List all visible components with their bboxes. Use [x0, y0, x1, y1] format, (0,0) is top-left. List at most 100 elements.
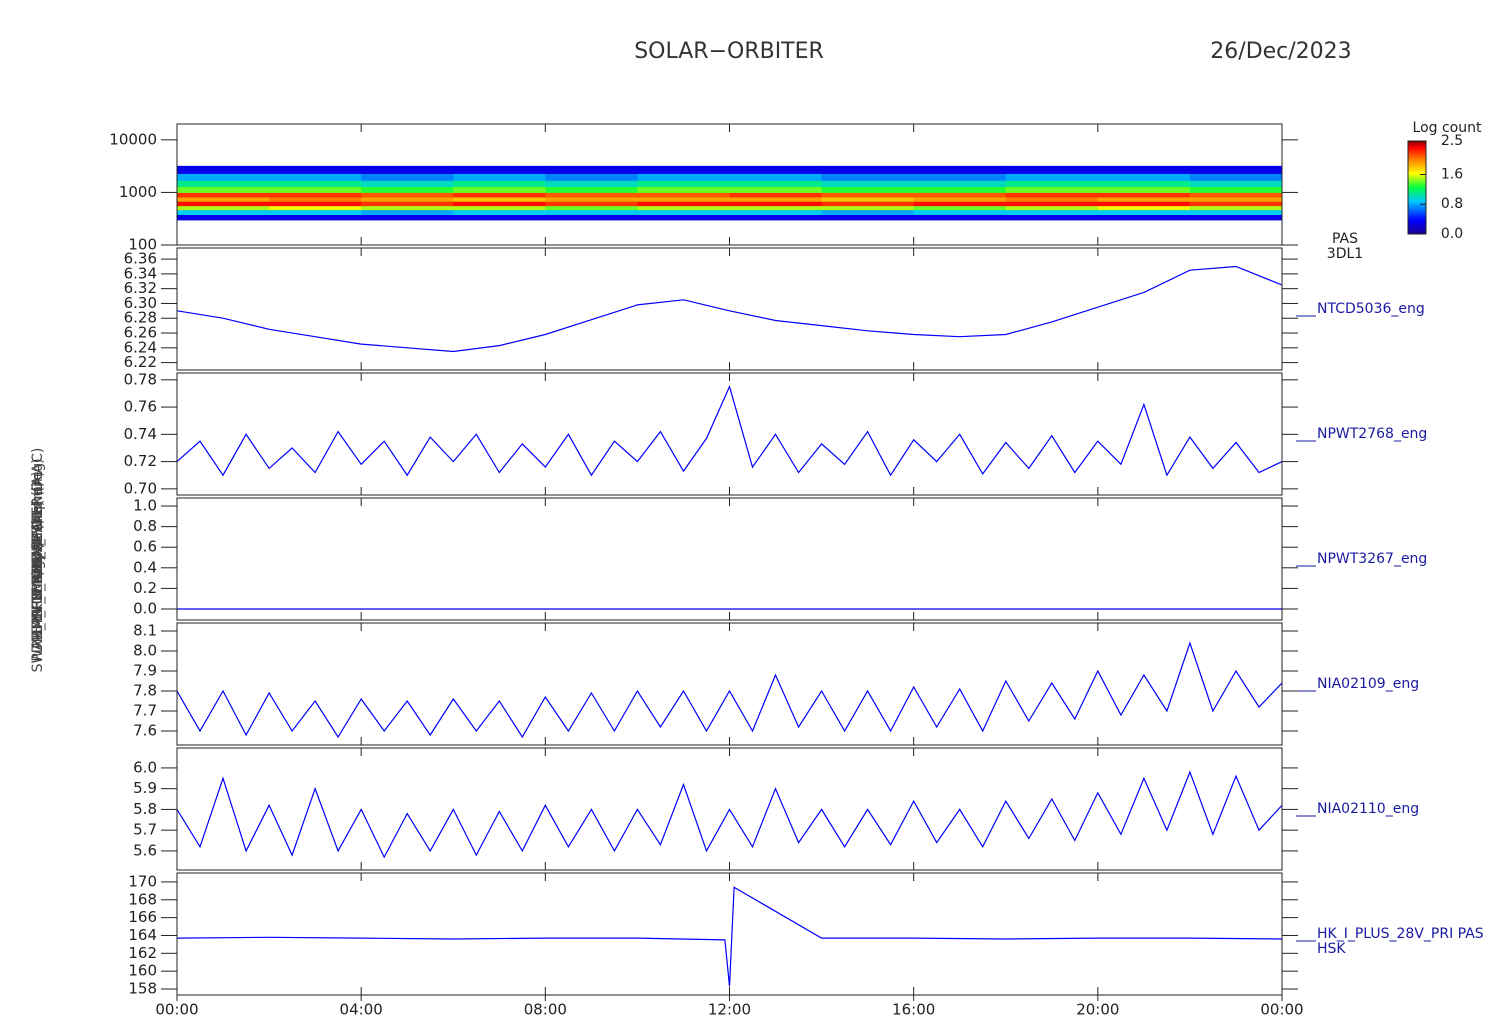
heatmap-cell: [1097, 186, 1191, 193]
panel-frame: [176, 497, 1283, 621]
panel-name: PAS: [1332, 231, 1358, 247]
heatmap-cell: [361, 214, 454, 221]
x-tick-label: 20:00: [1076, 1001, 1119, 1019]
heatmap-cell: [821, 201, 915, 207]
heatmap-cell: [361, 201, 454, 207]
panel-frame: [176, 247, 1283, 371]
heatmap-cell: [729, 201, 823, 207]
y-tick-label: 0.70: [124, 479, 157, 497]
heatmap-cell: [361, 186, 454, 193]
panel-frame: [176, 622, 1283, 746]
x-tick-label: 08:00: [524, 1001, 567, 1019]
y-tick-label: 1.0: [133, 497, 157, 515]
y-axis-label: Energy (eV): [30, 519, 46, 602]
y-tick-label: 7.6: [133, 722, 157, 740]
heatmap-cell: [1189, 186, 1283, 193]
y-tick-label: 170: [128, 872, 157, 890]
y-tick-label: 0.72: [124, 452, 157, 470]
heatmap-cell: [545, 165, 638, 174]
y-axis-label: SWA-EAS CCD Apx Temp (DegC): [30, 448, 46, 673]
heatmap-cell: [637, 173, 730, 181]
series-line: [177, 770, 1282, 859]
heatmap-cell: [821, 180, 915, 187]
heatmap-cell: [453, 173, 546, 181]
series-line: [177, 265, 1282, 353]
series-name: NPWT2768_eng: [1317, 426, 1427, 442]
heatmap-cell: [177, 201, 270, 207]
heatmap-cell: [821, 196, 915, 202]
heatmap-cell: [1189, 173, 1283, 181]
heatmap-cell: [453, 165, 546, 174]
heatmap-cell: [913, 180, 1007, 187]
heatmap-cell: [913, 205, 1007, 211]
heatmap-cell: [1097, 196, 1191, 202]
heatmap-cell: [1005, 165, 1099, 174]
heatmap-cell: [453, 214, 546, 221]
y-tick-label: 0.6: [133, 538, 157, 556]
heatmap-cell: [1005, 192, 1099, 198]
heatmap-cell: [1097, 173, 1191, 181]
y-tick-label: 0.8: [133, 517, 157, 535]
y-tick-label: 6.26: [124, 324, 157, 342]
y-tick-label: 0.74: [124, 425, 157, 443]
heatmap-cell: [1189, 192, 1283, 198]
y-tick-label: 0.78: [124, 370, 157, 388]
heatmap-cell: [637, 196, 730, 202]
heatmap-cell: [1189, 214, 1283, 221]
heatmap-cell: [269, 205, 362, 211]
heatmap-cell: [453, 192, 546, 198]
y-tick-label: 100: [128, 236, 157, 254]
x-tick-label: 00:00: [1260, 1001, 1303, 1019]
series-line: [177, 641, 1282, 739]
heatmap-cell: [1097, 180, 1191, 187]
heatmap-cell: [545, 205, 638, 211]
heatmap-cell: [913, 192, 1007, 198]
heatmap-cell: [453, 196, 546, 202]
heatmap-cell: [453, 205, 546, 211]
heatmap-cell: [913, 173, 1007, 181]
series-name: NTCD5036_eng: [1317, 301, 1425, 317]
heatmap-cell: [453, 180, 546, 187]
heatmap-cell: [913, 209, 1007, 216]
heatmap-cell: [1005, 209, 1099, 216]
y-tick-label: 1000: [119, 183, 157, 201]
heatmap-cell: [1005, 173, 1099, 181]
y-tick-label: 5.7: [133, 821, 157, 839]
y-tick-label: 7.9: [133, 662, 157, 680]
heatmap-cell: [1005, 186, 1099, 193]
heatmap-cell: [453, 209, 546, 216]
colorbar: [1407, 140, 1427, 235]
panel-source: 3DL1: [1327, 246, 1363, 262]
chart-title: SOLAR−ORBITER: [634, 39, 824, 64]
heatmap-cell: [361, 196, 454, 202]
heatmap-cell: [361, 209, 454, 216]
heatmap-cell: [1005, 205, 1099, 211]
heatmap-cell: [361, 165, 454, 174]
heatmap-cell: [269, 196, 362, 202]
heatmap-cell: [729, 165, 823, 174]
y-tick-label: 6.28: [124, 309, 157, 327]
heatmap-cell: [1097, 205, 1191, 211]
heatmap-cell: [913, 165, 1007, 174]
heatmap-cell: [177, 180, 270, 187]
heatmap-cell: [1097, 192, 1191, 198]
heatmap-cell: [637, 165, 730, 174]
heatmap-cell: [545, 186, 638, 193]
heatmap-cell: [1097, 214, 1191, 221]
y-tick-label: 0.0: [133, 599, 157, 617]
heatmap-cell: [545, 180, 638, 187]
y-tick-label: 158: [128, 980, 157, 998]
series-name: NPWT3267_eng: [1317, 551, 1427, 567]
heatmap-cell: [545, 192, 638, 198]
heatmap-cell: [269, 192, 362, 198]
y-axis-label: PDM_HK_IMON_PDU (mA): [30, 471, 46, 649]
y-tick-label: 168: [128, 890, 157, 908]
y-tick-label: 0.76: [124, 398, 157, 416]
heatmap-cell: [821, 209, 915, 216]
heatmap-cell: [729, 209, 823, 216]
heatmap-cell: [913, 186, 1007, 193]
heatmap-cell: [1189, 205, 1283, 211]
heatmap-cell: [821, 214, 915, 221]
heatmap-cell: [821, 165, 915, 174]
